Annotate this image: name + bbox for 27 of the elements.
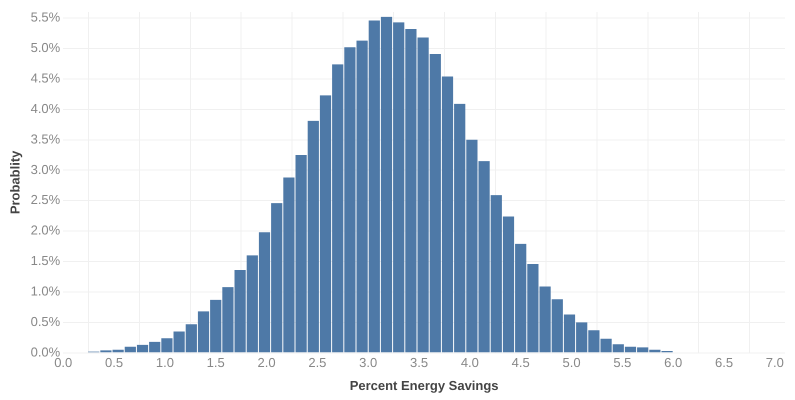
- x-tick-label: 3.0: [359, 355, 378, 370]
- y-axis-title: Probablity: [7, 150, 22, 214]
- y-tick-label: 3.0%: [30, 162, 61, 177]
- y-tick-label: 5.5%: [30, 10, 61, 25]
- x-tick-label: 6.0: [664, 355, 682, 370]
- x-tick-label: 3.5: [410, 355, 428, 370]
- y-tick-label: 1.0%: [30, 284, 61, 299]
- y-tick-label: 5.0%: [30, 40, 61, 56]
- x-tick-label: 1.0: [156, 355, 174, 370]
- x-tick-label: 2.5: [308, 355, 326, 370]
- x-tick-label: 0.5: [105, 355, 124, 370]
- y-tick-label: 4.0%: [30, 100, 61, 116]
- y-tick-label: 0.5%: [30, 314, 61, 329]
- y-tick-label: 4.5%: [30, 70, 61, 86]
- x-tick-label: 5.5: [613, 355, 632, 370]
- y-tick-label: 1.5%: [30, 253, 61, 268]
- x-tick-label: 4.5: [512, 355, 530, 370]
- y-tick-label: 3.5%: [30, 131, 61, 146]
- x-tick-label: 1.5: [206, 355, 225, 370]
- x-tick-label: 7.0: [766, 355, 784, 370]
- x-tick-label: 4.0: [460, 355, 479, 370]
- y-tick-label: 2.5%: [30, 192, 61, 208]
- x-tick-label: 5.0: [562, 355, 581, 370]
- x-tick-label: 6.5: [714, 355, 734, 370]
- x-tick-label: 2.0: [258, 355, 276, 370]
- x-axis-title: Percent Energy Savings: [350, 378, 499, 393]
- y-tick-label: 2.0%: [30, 222, 61, 238]
